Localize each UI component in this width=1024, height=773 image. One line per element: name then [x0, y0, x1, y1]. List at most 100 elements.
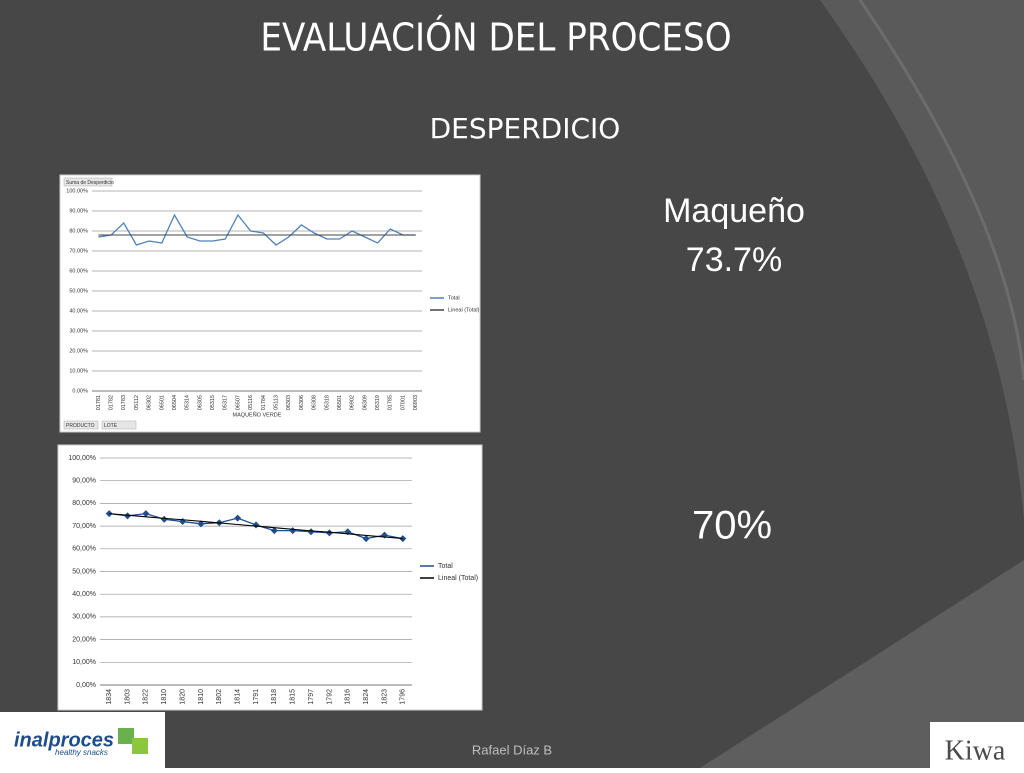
x-tick-label: 1810	[198, 689, 205, 705]
x-tick-label: 1797	[308, 689, 315, 705]
result-value: 73.7%	[686, 241, 782, 279]
y-tick-label: 30,00%	[72, 614, 96, 621]
filter-button	[101, 420, 137, 430]
x-tick-label: 05112	[134, 395, 140, 410]
filter-button	[63, 420, 99, 430]
data-point	[325, 529, 333, 537]
chart-frame	[57, 444, 483, 711]
x-tick-label: 05113	[273, 395, 279, 410]
x-tick-label: 1818	[271, 689, 278, 705]
x-tick-label: 01782	[108, 395, 114, 410]
y-tick-label: 0,00%	[76, 682, 96, 689]
x-tick-label: 05318	[324, 395, 330, 410]
footer-text: Rafael Díaz B	[472, 742, 552, 757]
x-tick-label: 06507	[235, 395, 241, 410]
x-tick-label: 1814	[234, 689, 241, 705]
y-tick-label: 0.00%	[72, 388, 88, 394]
y-tick-label: 10,00%	[72, 659, 96, 666]
filter-label: LOTE	[104, 423, 118, 429]
y-tick-label: 80,00%	[72, 500, 96, 507]
x-tick-label: 01781	[96, 395, 102, 410]
legend-label: Lineal (Total)	[438, 575, 478, 582]
slide-title: EVALUACIÓN DEL PROCESO	[260, 16, 731, 60]
x-tick-label: 01785	[388, 395, 394, 410]
x-tick-label: 06902	[350, 395, 356, 410]
x-tick-label: 1824	[363, 689, 370, 705]
y-tick-label: 100.00%	[66, 188, 88, 194]
y-tick-label: 90.00%	[69, 208, 88, 214]
x-tick-label: 1834	[106, 689, 113, 705]
series-line	[98, 213, 416, 246]
data-point	[270, 527, 278, 535]
legend-label: Total	[448, 295, 460, 301]
x-tick-label: 05319	[375, 395, 381, 410]
y-tick-label: 60,00%	[72, 546, 96, 553]
data-point	[197, 520, 205, 528]
data-point	[142, 510, 150, 518]
y-tick-label: 70,00%	[72, 523, 96, 530]
legend-label: Lineal (Total)	[448, 307, 480, 313]
data-point	[160, 515, 168, 523]
data-point	[234, 514, 242, 522]
result-value: 70%	[692, 504, 772, 548]
arc-decor	[820, 0, 1024, 520]
filter-label: PRODUCTO	[66, 423, 95, 429]
y-tick-label: 40,00%	[72, 591, 96, 598]
logo-text: inalproces	[14, 729, 114, 751]
logo-mark	[132, 738, 148, 754]
x-tick-label: 06501	[159, 395, 165, 410]
y-tick-label: 70.00%	[69, 248, 88, 254]
x-tick-label: 1816	[345, 689, 352, 705]
x-tick-label: 1792	[326, 689, 333, 705]
field-label: Suma de Desperdicio	[66, 180, 114, 186]
data-point	[307, 528, 315, 536]
x-tick-label: 1810	[161, 689, 168, 705]
data-point	[124, 512, 132, 520]
x-tick-label: 06305	[197, 395, 203, 410]
data-point	[362, 535, 370, 543]
y-tick-label: 100,00%	[68, 455, 96, 462]
y-tick-label: 30.00%	[69, 328, 88, 334]
logo-text: Kiwa	[945, 735, 1006, 766]
arc-line	[858, 0, 1024, 381]
chart-frame	[59, 174, 481, 433]
x-tick-label: 06303	[286, 395, 292, 410]
x-tick-label: 06903	[413, 395, 419, 410]
series-line	[109, 513, 403, 540]
legend-label: Total	[438, 563, 453, 570]
x-tick-label: 06504	[172, 395, 178, 410]
x-tick-label: 1823	[381, 689, 388, 705]
x-tick-label: 07001	[400, 395, 406, 410]
y-tick-label: 60.00%	[69, 268, 88, 274]
y-tick-label: 50,00%	[72, 568, 96, 575]
product-name: Maqueño	[663, 192, 805, 230]
x-tick-label: 1803	[124, 689, 131, 705]
x-tick-label: 05317	[223, 395, 229, 410]
logo-tagline: healthy snacks	[55, 748, 108, 757]
x-tick-label: 1796	[400, 689, 407, 705]
x-tick-label: 01784	[261, 395, 267, 410]
y-tick-label: 10.00%	[69, 368, 88, 374]
x-tick-label: 06309	[362, 395, 368, 410]
y-tick-label: 80.00%	[69, 228, 88, 234]
y-tick-label: 20,00%	[72, 636, 96, 643]
x-tick-label: 06302	[147, 395, 153, 410]
y-tick-label: 90,00%	[72, 478, 96, 485]
arc-decor	[700, 560, 1024, 768]
slide-subtitle: DESPERDICIO	[430, 112, 621, 145]
logo-mark	[118, 728, 134, 744]
x-tick-label: 05314	[185, 395, 191, 410]
x-tick-label: 05315	[210, 395, 216, 410]
y-tick-label: 20.00%	[69, 348, 88, 354]
x-tick-label: 05116	[248, 395, 254, 410]
x-tick-label: 01783	[121, 395, 127, 410]
x-tick-label: 1802	[216, 689, 223, 705]
x-axis-label: MAQUEÑO VERDE	[233, 411, 282, 418]
x-tick-label: 06501	[337, 395, 343, 410]
logo-box	[930, 722, 1024, 768]
x-tick-label: 06306	[299, 395, 305, 410]
x-tick-label: 1791	[253, 689, 260, 705]
y-tick-label: 50.00%	[69, 288, 88, 294]
x-tick-label: 1815	[290, 689, 297, 705]
field-button	[63, 177, 113, 187]
